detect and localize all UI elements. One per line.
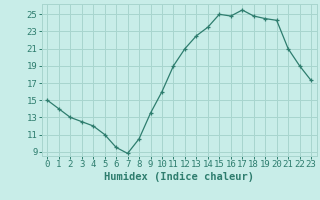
X-axis label: Humidex (Indice chaleur): Humidex (Indice chaleur) [104, 172, 254, 182]
